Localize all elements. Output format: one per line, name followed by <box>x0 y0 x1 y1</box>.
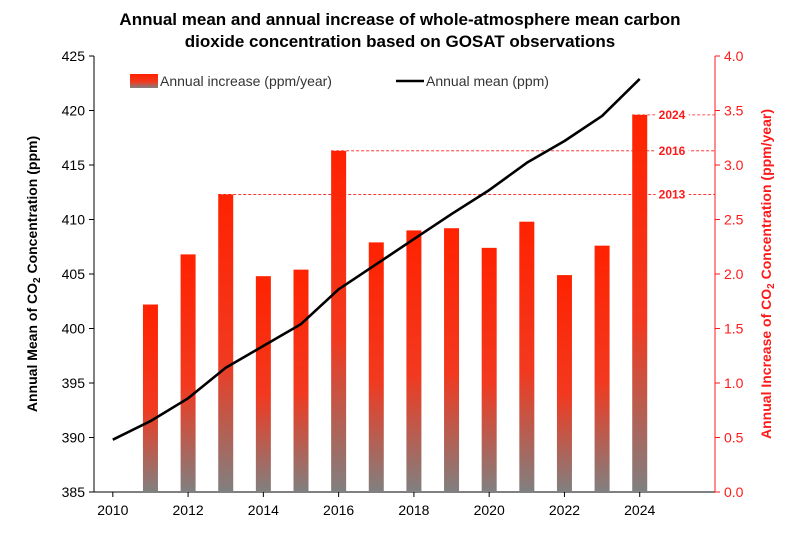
bar-2022 <box>556 275 572 492</box>
right-tick-label: 0.0 <box>724 484 744 500</box>
bar-2017 <box>368 242 384 492</box>
left-tick-label: 420 <box>62 103 86 119</box>
left-tick-label: 405 <box>62 266 86 282</box>
x-tick-label: 2014 <box>248 502 279 518</box>
x-tick-label: 2022 <box>549 502 580 518</box>
left-tick-label: 415 <box>62 157 86 173</box>
annual-mean-line <box>112 77 641 441</box>
bar-2012 <box>180 254 196 492</box>
right-tick-label: 4.0 <box>724 48 744 64</box>
right-axis-label: Annual Increase of CO2 Concentration (pp… <box>758 109 777 439</box>
left-axis-label: Annual Mean of CO2 Concentration (ppm) <box>24 136 43 412</box>
right-tick-label: 3.0 <box>724 157 744 173</box>
x-tick-label: 2016 <box>323 502 354 518</box>
left-tick-label: 400 <box>62 321 86 337</box>
right-tick-label: 1.0 <box>724 375 744 391</box>
bar-2013 <box>218 194 234 492</box>
line-series <box>112 77 641 441</box>
annotation-label-bg <box>655 142 689 159</box>
legend-bar-swatch <box>130 74 158 88</box>
annotation-labels: 2024 2016 2013 <box>655 106 689 203</box>
legend-bar-label: Annual increase (ppm/year) <box>160 73 332 89</box>
annotation-label-bg <box>655 106 689 123</box>
x-tick-label: 2024 <box>624 502 655 518</box>
x-axis-ticks: 2010 2012 2014 2016 2018 2020 2022 2024 <box>97 492 656 518</box>
legend: Annual increase (ppm/year) Annual mean (… <box>130 73 549 89</box>
right-tick-label: 1.5 <box>724 321 744 337</box>
chart-title-line-2: dioxide concentration based on GOSAT obs… <box>185 32 615 51</box>
chart-title-line-1: Annual mean and annual increase of whole… <box>119 10 680 29</box>
annotation-label-bg <box>655 186 689 203</box>
bar-2024 <box>632 114 648 493</box>
right-tick-label: 0.5 <box>724 430 744 446</box>
left-tick-label: 425 <box>62 48 86 64</box>
right-tick-label: 2.0 <box>724 266 744 282</box>
bar-2023 <box>594 245 610 492</box>
bar-series <box>142 114 648 493</box>
left-axis-ticks: 385 390 395 400 405 410 415 420 425 <box>62 48 94 500</box>
bar-2015 <box>293 269 309 492</box>
left-tick-label: 395 <box>62 375 86 391</box>
left-tick-label: 390 <box>62 430 86 446</box>
x-tick-label: 2020 <box>474 502 505 518</box>
annotation-label-2024: 2024 <box>659 108 686 122</box>
bar-2020 <box>481 247 497 492</box>
bar-2016 <box>331 150 347 492</box>
x-tick-label: 2018 <box>398 502 429 518</box>
bar-2019 <box>444 228 460 492</box>
bar-2018 <box>406 230 422 492</box>
bar-2014 <box>255 276 271 492</box>
right-axis-ticks: 0.0 0.5 1.0 1.5 2.0 2.5 3.0 3.5 4.0 <box>715 48 744 500</box>
left-tick-label: 385 <box>62 484 86 500</box>
right-tick-label: 3.5 <box>724 103 744 119</box>
left-tick-label: 410 <box>62 212 86 228</box>
bar-2021 <box>519 221 535 492</box>
legend-line-label: Annual mean (ppm) <box>426 73 549 89</box>
annotation-label-2016: 2016 <box>659 144 686 158</box>
x-tick-label: 2010 <box>97 502 128 518</box>
right-tick-label: 2.5 <box>724 212 744 228</box>
x-tick-label: 2012 <box>173 502 204 518</box>
bar-2011 <box>142 304 158 492</box>
annotation-label-2013: 2013 <box>659 187 686 201</box>
